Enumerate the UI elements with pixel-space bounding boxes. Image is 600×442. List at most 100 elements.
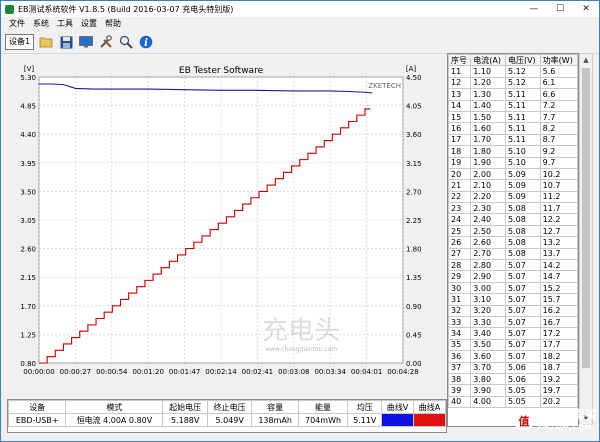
table-row[interactable]: 31 3.10 5.07 15.7 [448,293,578,306]
tools-icon[interactable] [98,34,114,50]
table-cell: 5.12 [504,76,541,90]
table-cell: 1.20 [470,76,506,90]
minimize-button[interactable]: — [529,4,539,14]
y-right-tick-label: 2.70 [406,188,422,196]
info-icon[interactable]: i [138,34,154,50]
table-row[interactable]: 23 2.30 5.08 11.7 [448,202,578,215]
curve-v-swatch[interactable] [381,413,415,427]
chart: 00:00:00 00:00:27 00:00:54 00:01:20 00:01:47… [20,65,422,376]
app-icon [5,4,14,14]
table-row[interactable]: 35 3.50 5.07 17.7 [448,338,578,352]
curve-a-swatch[interactable] [413,413,446,427]
table-row[interactable]: 14 1.40 5.11 7.2 [448,99,578,112]
table-cell: 3.10 [470,293,506,306]
table-cell: 18.2 [539,350,578,363]
table-cell: 3.50 [470,338,506,352]
table-row[interactable]: 40 4.00 5.05 20.2 [448,395,578,409]
table-row[interactable]: 16 1.60 5.11 8.2 [448,122,578,135]
data-table: 序号 电流(A) 电压(V) 功率(W) 11 1.10 5.12 5.6 12 1.20 5.1… [448,54,578,409]
scrollbar-thumb[interactable] [582,68,590,368]
table-row[interactable]: 17 1.70 5.11 8.7 [448,133,578,147]
table-header-3[interactable]: 功率(W) [539,54,578,67]
close-button[interactable]: ✕ [582,4,590,14]
y-right-tick-label: 3.60 [406,131,422,139]
voltage-point [38,83,40,85]
table-row[interactable]: 37 3.70 5.06 18.7 [448,361,578,374]
table-cell: 28 [448,259,472,272]
scroll-down-icon[interactable]: ▼ [583,414,589,422]
table-header-2[interactable]: 电压(V) [504,54,541,67]
table-cell: 11.2 [539,190,578,204]
table-cell: 3.80 [470,372,506,386]
table-cell: 5.07 [504,338,541,352]
table-scrollbar[interactable]: ▲ ▼ [579,53,593,425]
table-cell: 2.90 [470,270,506,283]
smzdm-watermark: 值 什么值得买 SMZDM.COM [513,409,597,433]
table-header-0[interactable]: 序号 [448,54,472,67]
menu-file[interactable]: 文件 [9,19,25,28]
y-left-tick-label: 0.80 [20,360,36,368]
current-point [307,152,309,154]
table-row[interactable]: 34 3.40 5.07 17.2 [448,327,578,340]
table-cell: 34 [448,327,472,340]
menu-tools[interactable]: 工具 [57,19,73,28]
table-row[interactable]: 13 1.30 5.11 6.6 [448,88,578,101]
table-row[interactable]: 12 1.20 5.12 6.1 [448,76,578,90]
table-cell: 11 [448,65,472,78]
table-row[interactable]: 27 2.70 5.08 13.7 [448,247,578,261]
zoom-icon[interactable] [118,34,134,50]
save-icon[interactable] [58,34,74,50]
table-cell: 1.80 [470,145,506,158]
table-cell: 8.2 [539,122,578,135]
menu-settings[interactable]: 设置 [81,19,97,28]
table-cell: 25 [448,224,472,238]
table-row[interactable]: 30 3.00 5.07 15.2 [448,281,578,295]
table-row[interactable]: 21 2.10 5.09 10.7 [448,179,578,192]
table-cell: 3.40 [470,327,506,340]
current-point [152,273,154,275]
table-cell: 5.06 [504,361,541,374]
voltage-point [329,90,331,92]
menu-system[interactable]: 系统 [33,19,49,28]
device-selector-button[interactable]: 设备1 [5,34,35,50]
current-series-line [39,108,371,364]
table-row[interactable]: 39 3.90 5.05 19.7 [448,384,578,397]
table-cell: 17.2 [539,327,578,340]
table-row[interactable]: 32 3.20 5.07 16.2 [448,304,578,318]
voltage-point [147,88,149,90]
table-row[interactable]: 22 2.20 5.09 11.2 [448,190,578,204]
open-folder-icon[interactable] [38,34,54,50]
maximize-button[interactable]: ☐ [555,4,565,14]
table-row[interactable]: 36 3.60 5.07 18.2 [448,350,578,363]
table-row[interactable]: 24 2.40 5.08 12.2 [448,213,578,226]
table-row[interactable]: 28 2.80 5.07 14.2 [448,259,578,272]
status-header: 曲线A [413,400,446,414]
voltage-point [45,83,47,85]
table-header-1[interactable]: 电流(A) [470,54,506,67]
table-row[interactable]: 38 3.80 5.06 19.2 [448,372,578,386]
table-cell: 19.7 [539,384,578,397]
table-row[interactable]: 11 1.10 5.12 5.6 [448,65,578,78]
menu-help[interactable]: 帮助 [105,19,121,28]
table-row[interactable]: 20 2.00 5.09 10.2 [448,167,578,181]
table-cell: 14 [448,99,472,112]
scroll-up-icon[interactable]: ▲ [583,56,589,64]
current-point [128,292,130,294]
table-cell: 26 [448,236,472,249]
table-row[interactable]: 29 2.90 5.07 14.7 [448,270,578,283]
status-value: 恒电流 4.00A 0.80V [65,413,164,427]
table-row[interactable]: 25 2.50 5.08 12.7 [448,224,578,238]
table-row[interactable]: 18 1.80 5.10 9.2 [448,145,578,158]
table-row[interactable]: 26 2.60 5.08 13.2 [448,236,578,249]
table-row[interactable]: 19 1.90 5.10 9.7 [448,156,578,169]
y-right-tick-label: 3.15 [406,160,422,168]
monitor-icon[interactable] [78,34,94,50]
table-row[interactable]: 33 3.30 5.07 16.7 [448,315,578,329]
status-value: 138mAh [251,413,299,427]
current-point [46,356,48,358]
chart-title: EB Tester Software [179,66,264,76]
title-bar[interactable]: EB测试系统软件 V1.8.5 (Build 2016-03-07 充电头特别版… [1,1,599,17]
voltage-point [52,83,54,85]
table-row[interactable]: 15 1.50 5.11 7.7 [448,110,578,124]
current-point [144,279,146,281]
